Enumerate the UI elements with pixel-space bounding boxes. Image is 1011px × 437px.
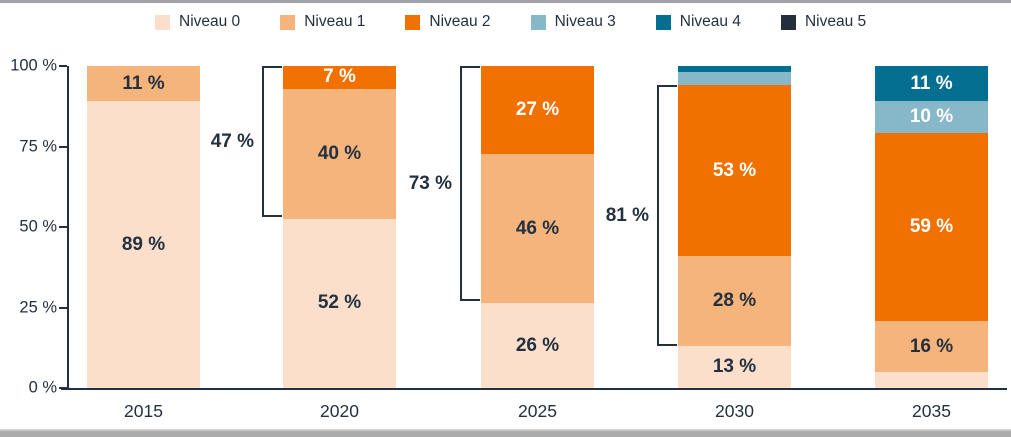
legend-label: Niveau 5 [804, 13, 867, 30]
top-frame-border [0, 0, 1011, 3]
segment-value-label: 27 % [515, 98, 560, 120]
segment-value-label: 26 % [515, 334, 560, 356]
legend-label: Niveau 1 [304, 13, 366, 30]
segment-value-label: 7 % [323, 66, 356, 88]
bar-segment-niveau-4: 11 % [875, 66, 988, 102]
segment-value-label: 52 % [317, 292, 362, 314]
bracket-value-label: 47 % [210, 130, 254, 152]
legend-item: Niveau 0 [155, 13, 240, 31]
legend-label: Niveau 2 [429, 13, 491, 30]
legend-label: Niveau 3 [554, 13, 616, 30]
bar-2030: 53 % 28 % 13 % [678, 66, 791, 388]
y-tick-mark [59, 387, 67, 389]
segment-value-label: 11 % [910, 72, 953, 94]
bar-segment-niveau-3: 10 % [875, 101, 988, 133]
x-axis-label: 2020 [320, 401, 359, 421]
bar-segment-niveau-4 [678, 66, 791, 73]
legend-item: Niveau 1 [280, 13, 365, 31]
segment-value-label: 59 % [909, 215, 954, 237]
x-axis-label: 2030 [715, 401, 754, 421]
bracket-value-label: 81 % [605, 204, 649, 226]
bar-2015: 11 % 89 % [87, 66, 200, 388]
y-tick-label: 75 % [19, 137, 57, 155]
segment-value-label: 89 % [121, 233, 166, 255]
x-axis-label: 2025 [518, 401, 557, 421]
bar-segment-niveau-1: 11 % [87, 66, 200, 102]
bar-2035: 11 % 10 % 59 % 16 % [875, 66, 988, 388]
bar-2020: 7 % 40 % 52 % [283, 66, 396, 388]
range-bracket [460, 66, 480, 302]
y-tick-label: 50 % [19, 217, 57, 236]
legend-swatch-icon [655, 14, 671, 30]
bar-segment-niveau-1: 28 % [678, 255, 791, 347]
legend-swatch-icon [530, 14, 546, 30]
x-axis-label: 2015 [124, 401, 163, 421]
segment-value-label: 53 % [712, 159, 757, 181]
legend-item: Niveau 2 [405, 13, 491, 31]
bar-2025: 27 % 46 % 26 % [481, 66, 594, 388]
range-bracket [657, 85, 677, 347]
legend-swatch-icon [780, 14, 796, 30]
bar-segment-niveau-2: 59 % [875, 132, 988, 322]
bar-segment-niveau-1: 46 % [481, 153, 594, 304]
segment-value-label: 13 % [712, 356, 757, 378]
bar-segment-niveau-1: 16 % [875, 321, 988, 373]
range-bracket [262, 66, 282, 218]
legend-swatch-icon [280, 14, 296, 30]
bar-segment-niveau-0: 89 % [87, 101, 200, 388]
bar-segment-niveau-0: 26 % [481, 303, 594, 388]
legend-item: Niveau 4 [655, 13, 741, 31]
legend-swatch-icon [405, 14, 421, 30]
bar-segment-niveau-2: 27 % [481, 66, 594, 154]
y-tick-mark [59, 226, 67, 228]
y-tick-mark [59, 145, 67, 148]
segment-value-label: 11 % [122, 72, 165, 94]
legend-label: Niveau 4 [679, 13, 741, 30]
segment-value-label: 16 % [909, 335, 954, 357]
chart-legend: Niveau 0 Niveau 1 Niveau 2 Niveau 3 Niveau 4… [155, 13, 866, 31]
y-tick-mark [59, 65, 67, 67]
bar-segment-niveau-0 [875, 372, 988, 388]
bar-segment-niveau-2: 53 % [678, 85, 791, 256]
legend-item: Niveau 3 [530, 13, 616, 31]
bar-segment-niveau-0: 13 % [678, 346, 791, 388]
y-axis-line [67, 66, 69, 390]
legend-item: Niveau 5 [780, 13, 867, 31]
y-tick-label: 25 % [19, 298, 57, 316]
bottom-frame-border [0, 429, 1011, 437]
bar-segment-niveau-1: 40 % [283, 88, 396, 219]
bracket-value-label: 73 % [408, 172, 452, 194]
y-tick-mark [59, 306, 67, 309]
segment-value-label: 10 % [909, 106, 954, 127]
legend-swatch-icon [155, 14, 170, 30]
y-tick-label: 0 % [28, 378, 57, 397]
bar-segment-niveau-0: 52 % [283, 218, 396, 388]
y-tick-label: 100 % [10, 56, 57, 75]
legend-label: Niveau 0 [179, 13, 241, 30]
segment-value-label: 46 % [515, 217, 560, 239]
bar-segment-niveau-2: 7 % [283, 66, 396, 89]
x-axis-label: 2035 [912, 401, 951, 421]
segment-value-label: 28 % [712, 290, 757, 312]
segment-value-label: 40 % [317, 142, 362, 164]
x-axis-line [61, 388, 1007, 390]
bar-segment-niveau-3 [678, 72, 791, 86]
